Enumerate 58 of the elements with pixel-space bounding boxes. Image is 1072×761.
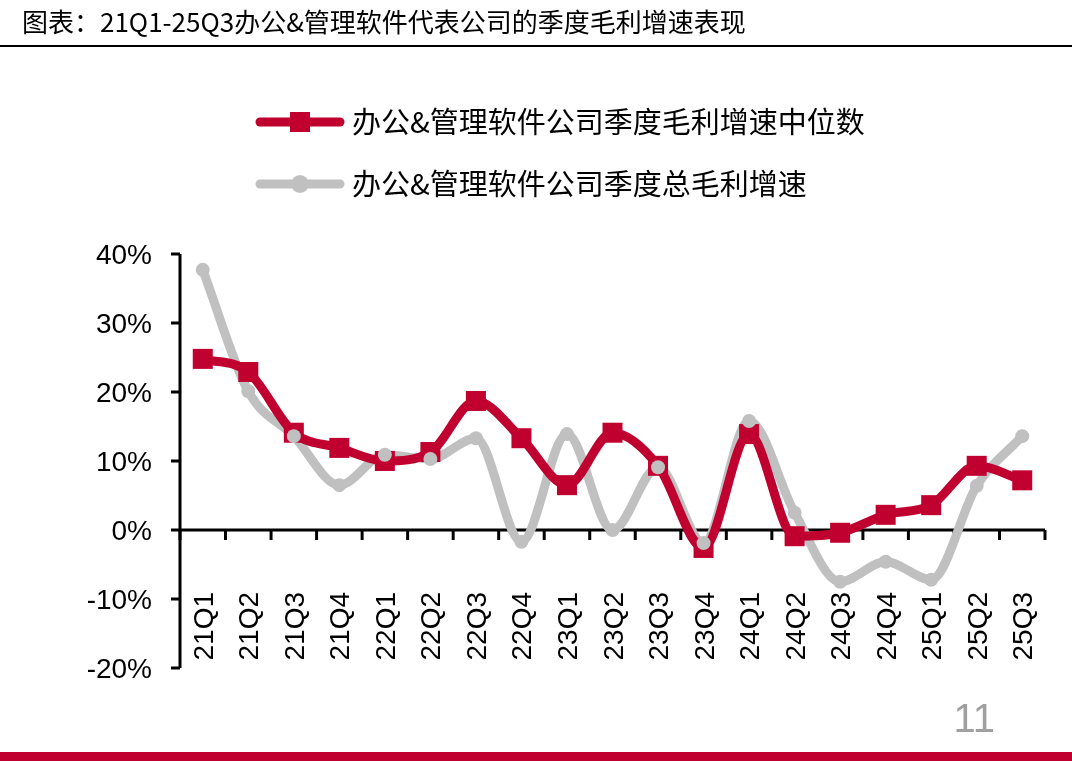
point xyxy=(875,504,896,525)
y-tick-label: 0% xyxy=(111,515,152,546)
point xyxy=(511,428,532,449)
point xyxy=(924,572,939,587)
y-tick-label: 40% xyxy=(95,239,152,270)
x-tick-label: 21Q1 xyxy=(187,592,219,661)
point xyxy=(468,431,483,446)
x-tick-label: 22Q4 xyxy=(506,592,538,661)
point xyxy=(966,455,987,476)
text: 11 xyxy=(953,696,995,740)
point xyxy=(830,522,851,543)
y-tick-label: 10% xyxy=(95,446,152,477)
x-tick-label: 21Q3 xyxy=(278,592,310,661)
x-tick-label: 23Q4 xyxy=(688,592,720,661)
point xyxy=(921,495,942,516)
x-tick-label: 22Q1 xyxy=(369,592,401,661)
y-tick-label: -10% xyxy=(86,584,152,615)
point xyxy=(556,475,577,496)
x-tick-label: 21Q4 xyxy=(324,592,356,661)
legend-label: 办公&管理软件公司季度总毛利增速 xyxy=(352,161,807,203)
point xyxy=(192,348,213,369)
point xyxy=(969,478,984,493)
point xyxy=(784,526,805,547)
x-tick-label: 24Q3 xyxy=(825,592,857,661)
x-tick-label: 25Q2 xyxy=(961,592,993,661)
point xyxy=(465,390,486,411)
point xyxy=(787,505,802,520)
chart-title: 图表：21Q1-25Q3办公&管理软件代表公司的季度毛利增速表现 xyxy=(22,2,746,39)
point xyxy=(195,262,210,277)
point xyxy=(878,554,893,569)
point xyxy=(329,437,350,458)
x-tick-label: 21Q2 xyxy=(233,592,265,661)
x-tick-label: 23Q3 xyxy=(643,592,675,661)
x-tick-label: 22Q3 xyxy=(460,592,492,661)
point xyxy=(833,574,848,589)
x-tick-label: 22Q2 xyxy=(415,592,447,661)
point xyxy=(241,384,256,399)
y-tick-label: 20% xyxy=(95,377,152,408)
point xyxy=(559,427,574,442)
x-tick-label: 23Q2 xyxy=(597,592,629,661)
x-tick-label: 24Q1 xyxy=(734,592,766,661)
point xyxy=(1015,429,1030,444)
point xyxy=(739,424,760,445)
y-tick-label: 30% xyxy=(95,308,152,339)
y-tick-label: -20% xyxy=(86,653,152,684)
point xyxy=(238,361,259,382)
point xyxy=(514,534,529,549)
x-tick-label: 25Q1 xyxy=(916,592,948,661)
point xyxy=(602,422,623,443)
point xyxy=(605,523,620,537)
x-tick-label: 24Q2 xyxy=(779,592,811,661)
legend-label: 办公&管理软件公司季度毛利增速中位数 xyxy=(352,99,865,141)
x-tick-label: 23Q1 xyxy=(551,592,583,661)
point xyxy=(332,478,347,493)
point xyxy=(1012,470,1033,491)
point xyxy=(742,413,757,428)
x-tick-label: 25Q3 xyxy=(1007,592,1039,661)
x-tick-label: 24Q4 xyxy=(870,592,902,661)
